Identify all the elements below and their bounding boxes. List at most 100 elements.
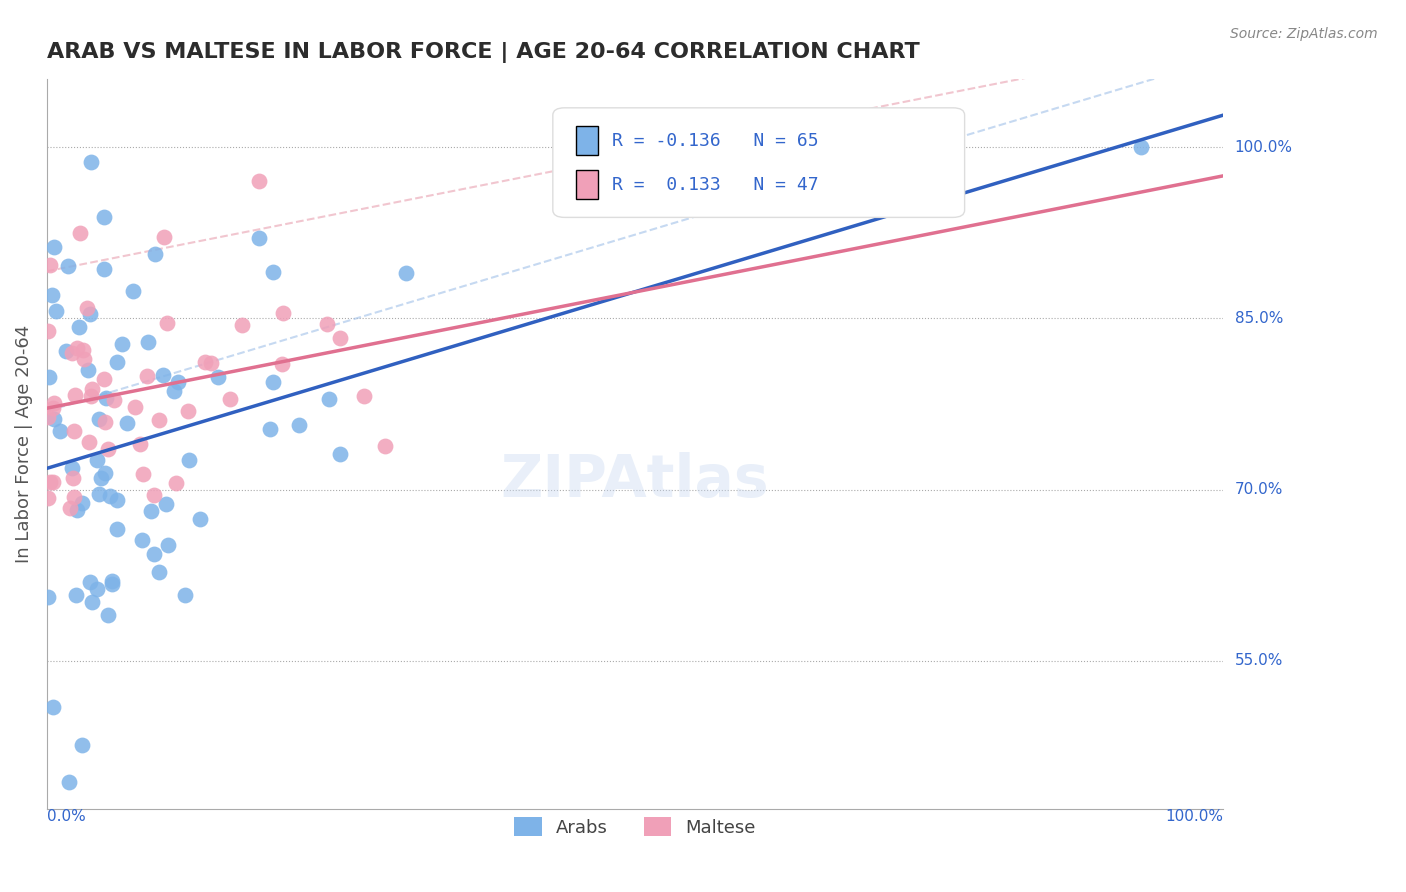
Point	[152, 368, 174, 382]
Point	[38, 370, 60, 384]
Point	[316, 317, 339, 331]
Point	[231, 318, 253, 332]
Point	[37, 590, 59, 604]
Point	[44, 395, 66, 409]
Point	[97, 442, 120, 456]
Text: R =  0.133   N = 47: R = 0.133 N = 47	[612, 176, 818, 194]
Point	[271, 357, 294, 371]
Point	[122, 284, 145, 298]
Point	[103, 392, 125, 407]
Point	[139, 504, 162, 518]
Point	[111, 337, 134, 351]
Point	[143, 488, 166, 502]
Point	[62, 346, 84, 360]
Point	[105, 493, 128, 508]
Point	[148, 413, 170, 427]
Legend: Arabs, Maltese: Arabs, Maltese	[508, 810, 763, 844]
Point	[66, 502, 89, 516]
Point	[93, 466, 115, 480]
Point	[93, 261, 115, 276]
Point	[67, 320, 90, 334]
Point	[80, 389, 103, 403]
Point	[271, 306, 294, 320]
Point	[124, 400, 146, 414]
Point	[148, 565, 170, 579]
Point	[156, 316, 179, 330]
Point	[329, 447, 352, 461]
FancyBboxPatch shape	[576, 126, 598, 155]
Point	[142, 547, 165, 561]
Point	[156, 538, 179, 552]
Point	[259, 422, 281, 436]
Point	[86, 582, 108, 596]
Point	[97, 607, 120, 622]
Point	[131, 533, 153, 548]
Point	[58, 259, 80, 273]
Point	[155, 497, 177, 511]
Point	[80, 595, 103, 609]
Point	[173, 589, 195, 603]
Point	[39, 258, 62, 272]
Point	[207, 369, 229, 384]
Point	[49, 424, 72, 438]
Point	[58, 775, 80, 789]
Point	[70, 496, 93, 510]
Point	[79, 307, 101, 321]
Point	[132, 467, 155, 482]
Point	[59, 501, 82, 516]
Point	[73, 351, 96, 366]
Point	[136, 369, 159, 384]
Point	[37, 491, 59, 505]
Point	[41, 288, 63, 302]
Text: 55.0%: 55.0%	[1234, 653, 1282, 668]
Text: 100.0%: 100.0%	[1234, 139, 1292, 154]
FancyBboxPatch shape	[553, 108, 965, 218]
Point	[96, 392, 118, 406]
Point	[200, 356, 222, 370]
Point	[93, 372, 115, 386]
Text: 85.0%: 85.0%	[1234, 310, 1282, 326]
Y-axis label: In Labor Force | Age 20-64: In Labor Force | Age 20-64	[15, 325, 32, 563]
Text: ARAB VS MALTESE IN LABOR FORCE | AGE 20-64 CORRELATION CHART: ARAB VS MALTESE IN LABOR FORCE | AGE 20-…	[46, 42, 920, 62]
Point	[129, 437, 152, 451]
Point	[288, 418, 311, 433]
Point	[39, 475, 62, 490]
Point	[80, 155, 103, 169]
Point	[1130, 140, 1153, 154]
Point	[219, 392, 242, 406]
Point	[80, 383, 103, 397]
Text: 0.0%: 0.0%	[46, 809, 86, 824]
Point	[165, 475, 187, 490]
Point	[62, 490, 84, 504]
Point	[262, 375, 284, 389]
Point	[42, 401, 65, 415]
Point	[115, 416, 138, 430]
Point	[86, 452, 108, 467]
Point	[105, 355, 128, 369]
Point	[42, 700, 65, 714]
Point	[179, 453, 201, 467]
Point	[89, 487, 111, 501]
Point	[153, 230, 176, 244]
Point	[79, 574, 101, 589]
Point	[374, 439, 396, 453]
Point	[65, 588, 87, 602]
Text: ZIPAtlas: ZIPAtlas	[501, 452, 769, 509]
Point	[93, 211, 115, 225]
Point	[37, 324, 59, 338]
Point	[63, 388, 86, 402]
Point	[166, 375, 188, 389]
Text: Source: ZipAtlas.com: Source: ZipAtlas.com	[1230, 27, 1378, 41]
Point	[188, 511, 211, 525]
Point	[62, 470, 84, 484]
Point	[262, 265, 284, 279]
Point	[63, 424, 86, 438]
Point	[395, 266, 418, 280]
Point	[60, 461, 83, 475]
Point	[100, 489, 122, 503]
Point	[55, 343, 77, 358]
Text: 70.0%: 70.0%	[1234, 482, 1282, 497]
FancyBboxPatch shape	[576, 169, 598, 199]
Point	[143, 247, 166, 261]
Point	[69, 226, 91, 240]
